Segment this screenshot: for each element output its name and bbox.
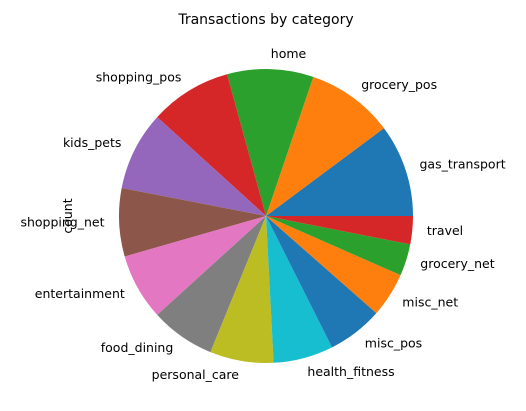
slice-label-kids-pets: kids_pets	[63, 135, 121, 150]
pie-slice-shopping-pos	[157, 74, 266, 216]
pie-slice-grocery-pos	[266, 76, 384, 216]
pie-slice-misc-pos	[266, 216, 377, 348]
slice-label-gas-transport: gas_transport	[420, 157, 506, 172]
slice-label-misc-net: misc_net	[402, 295, 458, 310]
pie-slice-health-fitness	[266, 216, 333, 363]
pie-slice-shopping-net	[119, 188, 266, 257]
slice-label-entertainment: entertainment	[35, 286, 125, 301]
pie-slice-gas-transport	[266, 128, 413, 216]
pie-slice-misc-net	[266, 216, 401, 314]
slice-label-travel: travel	[427, 223, 463, 238]
pie-slice-entertainment	[124, 216, 266, 315]
slice-label-grocery-net: grocery_net	[420, 256, 494, 271]
pie-slice-kids-pets	[121, 117, 266, 216]
slice-label-grocery-pos: grocery_pos	[361, 77, 437, 92]
slice-label-home: home	[271, 46, 307, 61]
pie-slice-travel	[266, 216, 413, 245]
slice-label-misc-pos: misc_pos	[365, 336, 422, 351]
pie-slices	[119, 69, 413, 363]
pie-slice-personal-care	[210, 216, 274, 363]
y-axis-label: count	[60, 198, 75, 233]
slice-labels: gas_transport grocery_pos home shopping_pos…	[20, 46, 505, 382]
pie-slice-home	[227, 69, 314, 216]
slice-label-personal-care: personal_care	[152, 367, 240, 382]
slice-label-food-dining: food_dining	[101, 340, 174, 355]
chart-title: Transactions by category	[177, 12, 353, 28]
slice-label-shopping-pos: shopping_pos	[96, 70, 182, 85]
pie-slice-food-dining	[157, 216, 266, 353]
slice-label-shopping-net: shopping_net	[20, 215, 104, 230]
slice-label-health-fitness: health_fitness	[307, 364, 394, 379]
pie-slice-grocery-net	[266, 216, 411, 276]
